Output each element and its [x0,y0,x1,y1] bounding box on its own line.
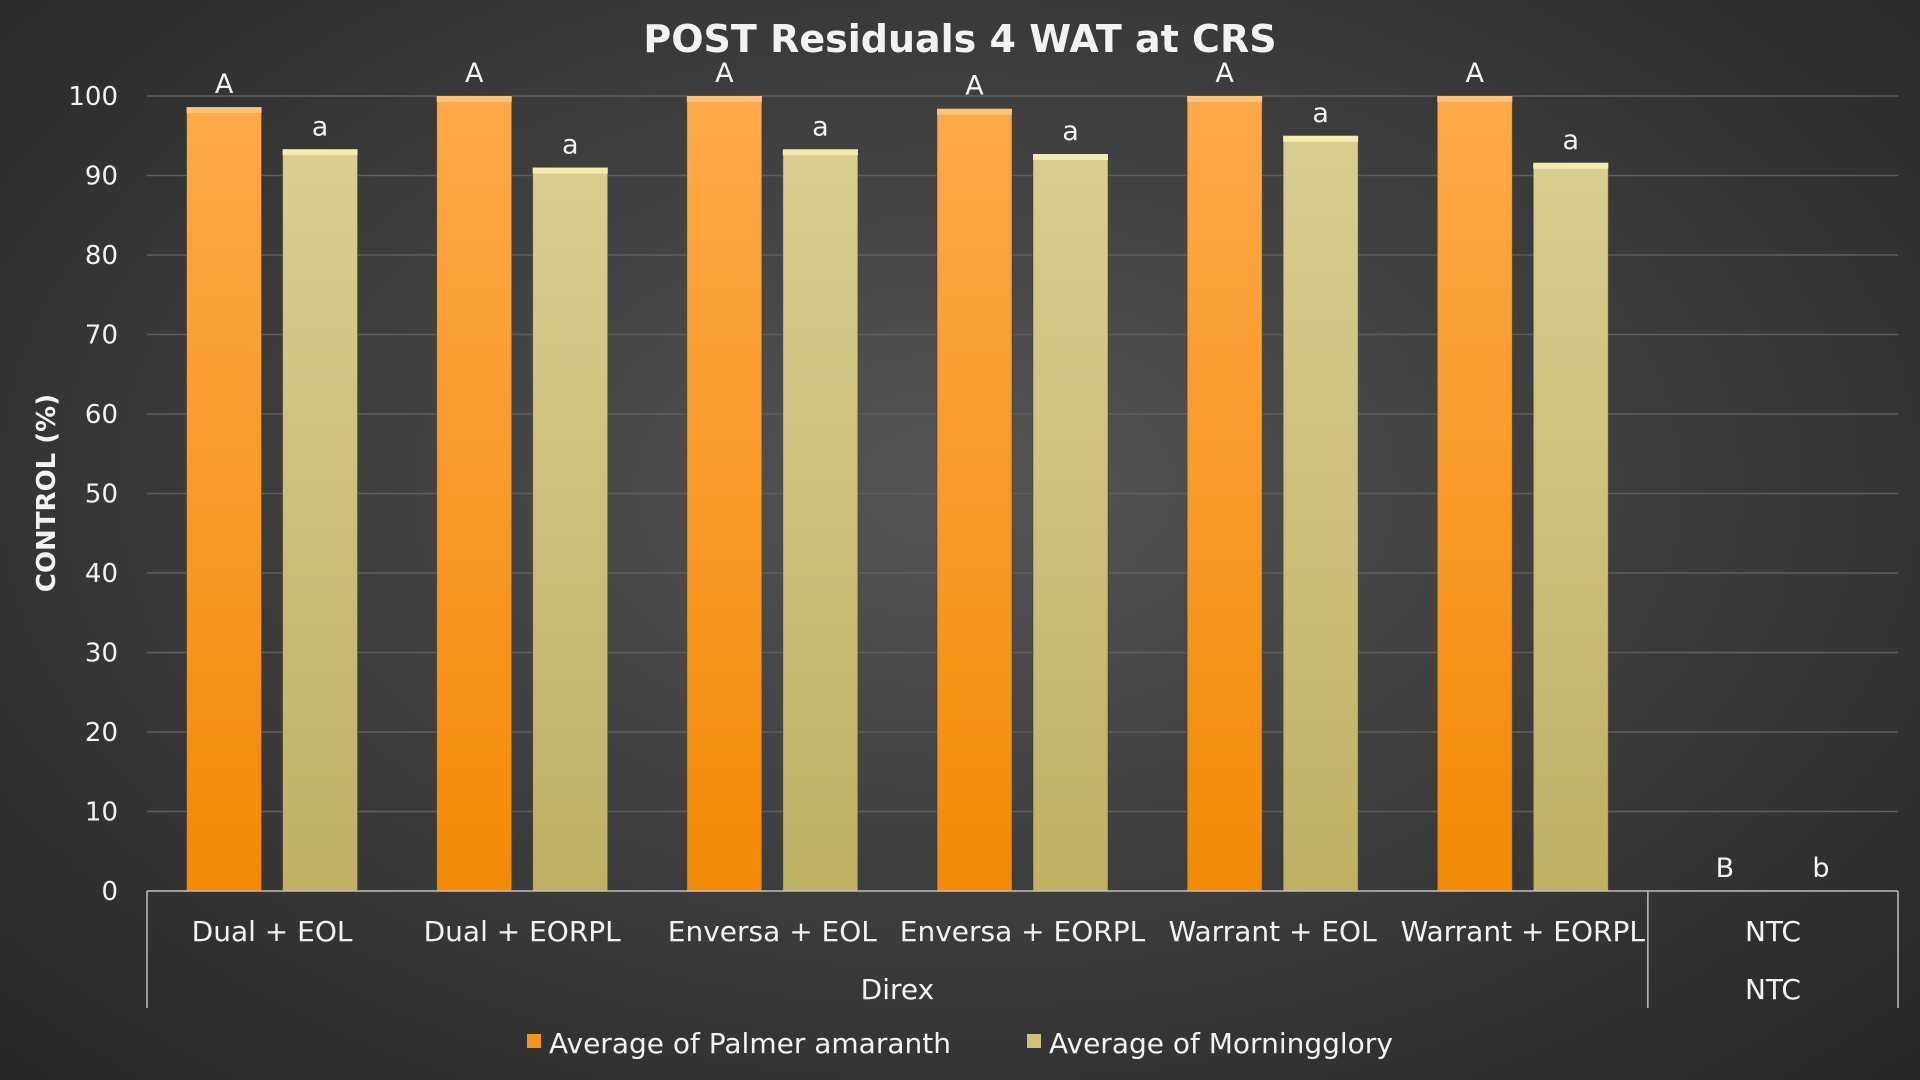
bar-bevel [1033,154,1108,161]
y-tick-label: 70 [85,321,118,351]
bar-morningglory [1532,162,1609,892]
y-axis-title: CONTROL (%) [32,394,62,592]
significance-letter: a [1563,125,1580,156]
significance-letter: A [1215,58,1234,89]
x-group-label: NTC [1745,973,1801,1006]
bar-palmer-amaranth [186,106,263,892]
x-group-label: Direx [861,973,935,1006]
bar-palmer-amaranth [1186,95,1263,892]
y-tick-label: 80 [85,241,118,271]
y-tick-label: 60 [85,400,118,430]
bar-morningglory [282,148,359,892]
y-tick-label: 90 [85,162,118,192]
bar-palmer-amaranth [1436,95,1513,892]
x-category-label: Enversa + EORPL [900,915,1146,948]
significance-letter: a [562,130,579,161]
y-tick-label: 50 [85,480,118,510]
bar-bevel [686,96,762,102]
bar-bevel [532,167,608,174]
y-tick-label: 10 [85,798,118,828]
x-category-label: Warrant + EOL [1169,915,1377,948]
x-category-label: Dual + EOL [192,915,353,948]
x-category-label: Warrant + EORPL [1401,915,1646,948]
y-tick-label: 100 [68,82,118,112]
significance-letter: B [1716,853,1735,884]
bar-bevel [1533,162,1609,169]
bar-morningglory [1032,153,1109,892]
significance-letter: b [1812,853,1829,884]
y-tick-label: 0 [101,877,118,907]
y-tick-label: 20 [85,718,118,748]
bar-bevel [782,149,858,156]
bar-bevel [436,96,512,102]
significance-letter: A [215,69,234,100]
bar-bevel [1283,135,1359,142]
significance-letter: a [1312,98,1329,129]
bar-morningglory [532,167,609,892]
legend: Average of Palmer amaranth Average of Mor… [527,1027,1393,1060]
legend-label: Average of Palmer amaranth [549,1027,951,1060]
significance-letter: a [1062,116,1079,147]
bar-palmer-amaranth [686,95,763,892]
significance-letter: A [965,71,984,102]
x-category-label: Enversa + EOL [668,915,877,948]
chart-title: POST Residuals 4 WAT at CRS [643,17,1276,61]
significance-letter: A [715,58,734,89]
legend-swatch-morningglory [1027,1034,1041,1048]
bar-palmer-amaranth [436,95,513,892]
bar-bevel [186,107,262,114]
bar-bevel [1437,96,1513,102]
legend-swatch-palmer-amaranth [527,1034,541,1048]
bar-bevel [1187,96,1263,102]
y-tick-label: 40 [85,559,118,589]
bar-bevel [282,149,358,156]
bar-morningglory [1282,135,1359,892]
bar-bevel [937,108,1012,115]
significance-letter: a [812,111,829,142]
bar-morningglory [782,148,859,892]
significance-letter: a [312,111,329,142]
x-category-label: NTC [1745,915,1801,948]
y-tick-label: 30 [85,639,118,669]
legend-label: Average of Morningglory [1049,1027,1393,1060]
significance-letter: A [465,58,484,89]
x-category-label: Dual + EORPL [424,915,622,948]
bar-palmer-amaranth [936,108,1013,892]
significance-letter: A [1466,58,1485,89]
